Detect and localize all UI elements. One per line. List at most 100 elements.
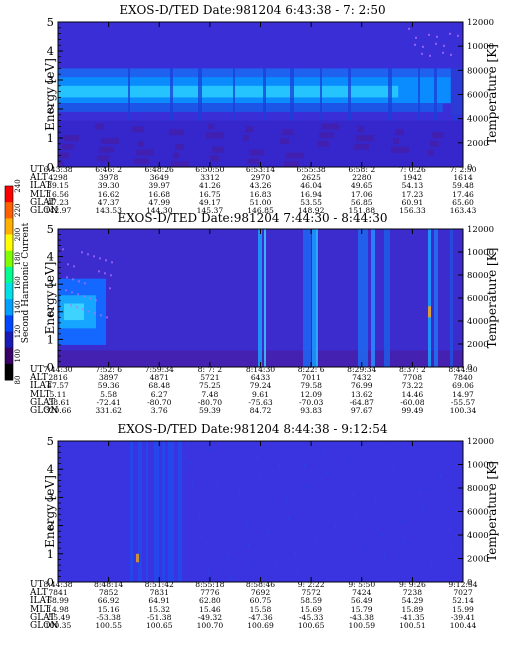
panel-title: EXOS-D/TED Date:981204 7:44:30 - 8:44:30	[117, 211, 388, 225]
streak	[358, 229, 368, 367]
table-cell: -64.87	[349, 397, 374, 407]
right-tick-label: 2000	[467, 555, 489, 565]
table-cell: 49.17	[199, 197, 221, 207]
table-cell: 49.65	[350, 181, 373, 191]
table-cell: 9.61	[252, 389, 269, 399]
table-cell: 1942	[402, 173, 423, 183]
spectrogram-area	[58, 441, 463, 582]
table-cell: 17.46	[452, 189, 474, 199]
colorbar-segment	[5, 250, 13, 268]
table-cell: 16.83	[249, 189, 272, 199]
table-cell: 14.97	[452, 389, 474, 399]
colorbar-segment	[5, 234, 13, 252]
streak	[428, 229, 431, 367]
table-cell: 7692	[250, 588, 271, 598]
table-cell: -45.33	[298, 612, 324, 622]
streak	[303, 229, 311, 367]
table-cell: 8:55:18	[195, 580, 225, 589]
table-cell: 15.16	[97, 604, 120, 614]
table-cell: -41.35	[400, 612, 425, 622]
table-cell: 17.23	[401, 189, 424, 199]
table-row-header: GLON	[30, 621, 59, 631]
right-tick-label: 0	[467, 363, 472, 373]
colorbar-segment	[5, 283, 13, 300]
table-cell: 100.55	[95, 621, 122, 630]
table-row-header: GLON	[30, 406, 59, 416]
spectrogram-area	[58, 229, 463, 367]
streak	[258, 229, 262, 367]
table-cell: 100.65	[297, 621, 325, 630]
table-cell: -80.70	[147, 397, 172, 407]
table-cell: 100.34	[449, 406, 477, 415]
table-cell: 54.13	[401, 181, 424, 191]
right-tick-label: 4000	[467, 317, 489, 327]
y-axis-label-energy: Energy [eV]	[43, 262, 57, 335]
table-cell: 16.75	[199, 189, 221, 199]
y-axis-label-temperature: Temperature [K]	[485, 461, 499, 562]
table-cell: 97.67	[350, 406, 373, 415]
table-cell: 93.83	[300, 406, 322, 415]
streak	[162, 441, 165, 582]
right-tick-label: 4000	[467, 531, 489, 541]
table-cell: 100.44	[449, 621, 477, 630]
colorbar-segment	[5, 266, 13, 284]
table-cell: 16.68	[148, 189, 171, 199]
table-cell: 8:29:34	[347, 365, 377, 374]
table-cell: -47.36	[248, 612, 273, 622]
table-cell: 16.94	[300, 189, 322, 199]
table-cell: -55.49	[45, 612, 71, 622]
colorbar-segment	[5, 315, 13, 332]
table-cell: 100.65	[145, 621, 173, 630]
table-cell: -80.70	[197, 397, 223, 407]
colorbar-segment	[5, 202, 13, 219]
left-tick-label: 3	[47, 490, 54, 504]
table-cell: -39.41	[450, 612, 476, 622]
table-row-header: ILAT	[30, 181, 52, 192]
y-axis-label-temperature: Temperature [K]	[485, 248, 499, 349]
left-tick-label: 0	[47, 360, 54, 374]
table-cell: 2816	[48, 373, 68, 383]
panel-title: EXOS-D/TED Date:981204 6:43:38 - 7: 2:50	[119, 3, 386, 17]
left-tick-label: 2	[47, 305, 54, 319]
left-tick-label: 4	[47, 462, 54, 476]
table-cell: 7:59:34	[144, 365, 174, 374]
table-cell: 54.29	[401, 596, 424, 606]
table-cell: 47.57	[47, 381, 69, 391]
left-tick-label: 2	[47, 519, 54, 533]
streak	[371, 229, 375, 367]
table-cell: 100.35	[44, 621, 72, 630]
left-tick-label: 5	[47, 434, 54, 448]
table-cell: 3978	[98, 173, 119, 183]
left-tick-label: 1	[47, 332, 54, 346]
table-cell: -55.57	[450, 397, 476, 407]
table-row-header: UT	[30, 365, 44, 375]
table-cell: 7.48	[201, 389, 219, 399]
table-cell: 100.70	[196, 621, 224, 630]
table-cell: 79.24	[249, 381, 272, 391]
table-cell: 53.55	[300, 197, 322, 207]
table-cell: -38.61	[45, 397, 71, 407]
right-tick-label: 0	[467, 578, 472, 588]
left-tick-label: 1	[47, 547, 54, 561]
table-cell: 56.49	[350, 596, 373, 606]
table-cell: 17.06	[350, 189, 373, 199]
table-cell: 68.48	[148, 381, 171, 391]
table-cell: 52.14	[452, 596, 474, 606]
table-cell: 5721	[200, 373, 220, 383]
table-cell: 14.46	[401, 389, 424, 399]
colorbar-title: Second Harmonic Current	[21, 222, 31, 343]
left-tick-label: 1	[47, 131, 54, 145]
right-tick-label: 2000	[467, 340, 489, 350]
streak	[168, 441, 174, 582]
table-cell: 16.62	[97, 189, 120, 199]
colorbar-segment	[5, 218, 13, 235]
table-cell: 99.49	[401, 406, 424, 415]
table-cell: 6:46: 2	[95, 165, 123, 174]
table-cell: 7027	[453, 588, 473, 598]
table-row-header: ALT	[30, 373, 48, 384]
table-cell: 6:53:14	[245, 165, 276, 174]
table-cell: 8:44:30	[448, 365, 478, 374]
band-upper-edge	[58, 68, 461, 78]
left-tick-label: 3	[47, 277, 54, 291]
table-cell: 6.27	[150, 389, 168, 399]
